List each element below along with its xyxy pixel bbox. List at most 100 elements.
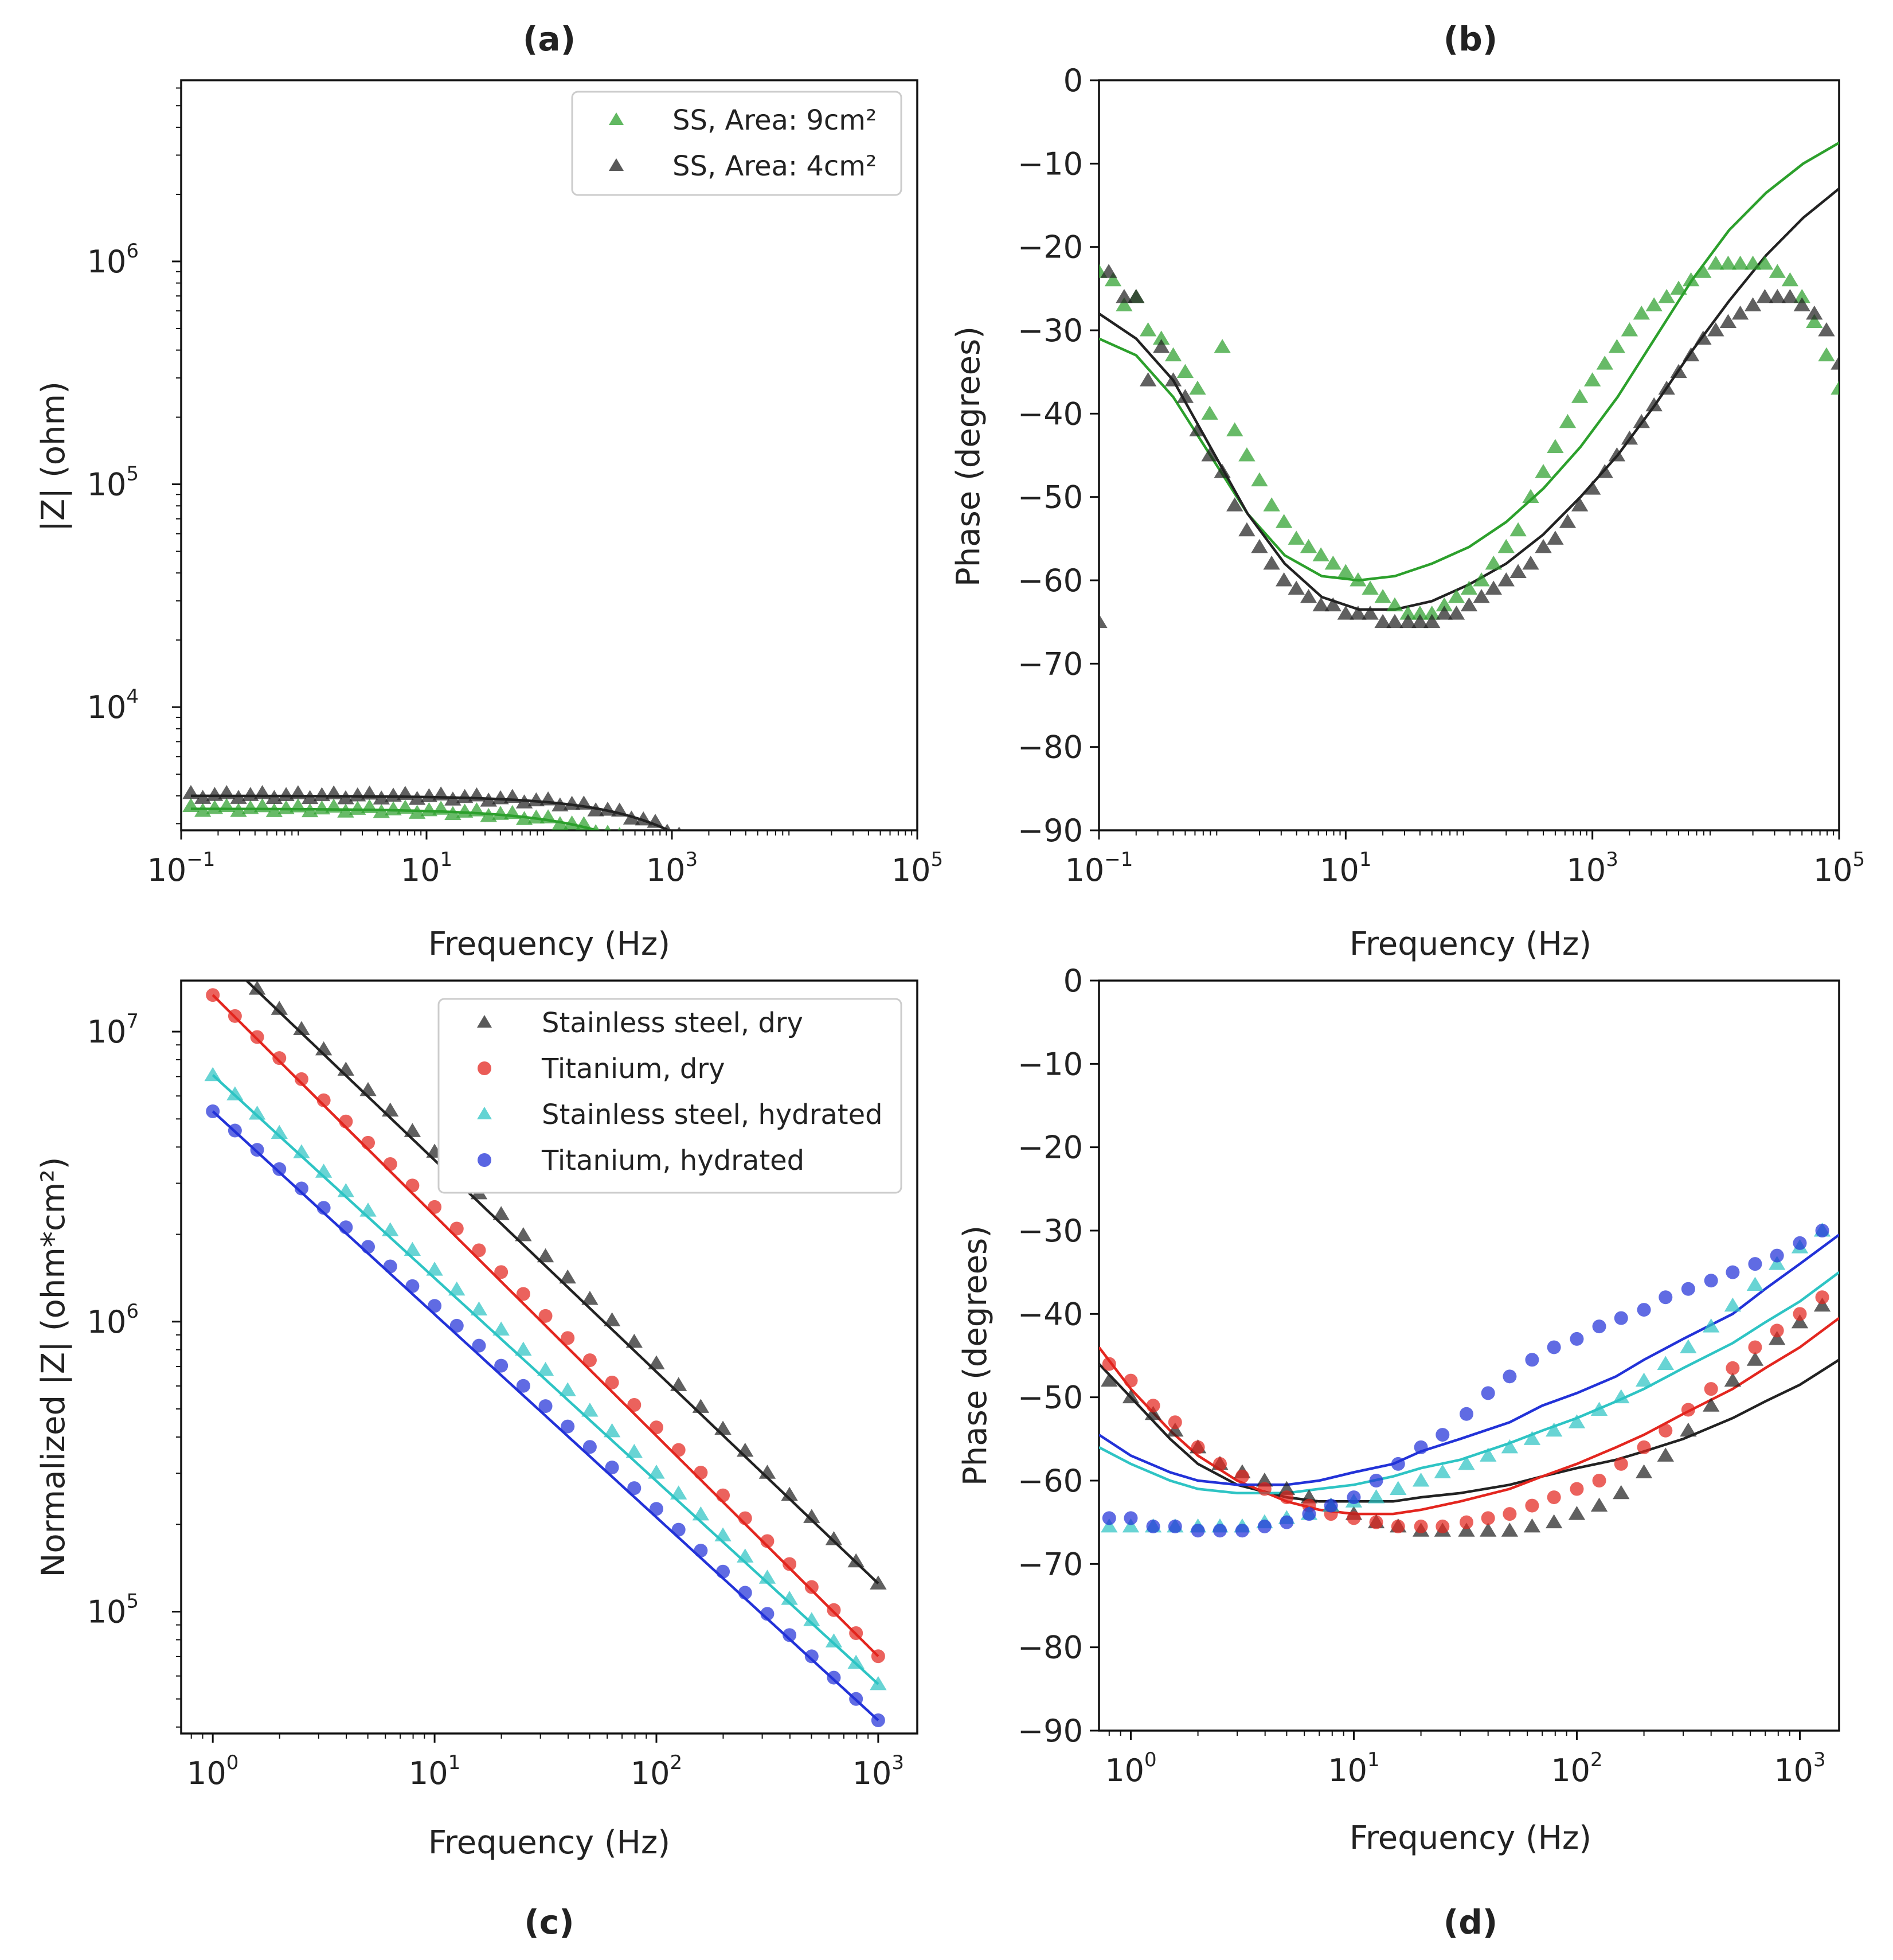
panel-c-cyan-triangle-point (737, 1548, 754, 1563)
panel-d-blue-circle-point (1659, 1290, 1673, 1305)
panel-c-cyan-triangle-point (226, 1086, 244, 1100)
panel-c-cyan-triangle-point (359, 1202, 377, 1217)
panel-d-cyan-triangle-point (1458, 1455, 1475, 1470)
panel-b-green-triangle-point (1226, 422, 1243, 436)
panel-c-red-circle-point (871, 1649, 885, 1664)
panel-c-x-tick-label: 102 (631, 1751, 682, 1791)
panel-b-green-triangle-point (1214, 339, 1231, 353)
panel-c-cyan-triangle-point (248, 1105, 266, 1120)
panel-d-black-triangle-point (1545, 1514, 1563, 1529)
panel-b-black-triangle-point (1214, 464, 1231, 478)
panel-b-green-triangle-point (1596, 356, 1613, 370)
panel-c-red-circle-point (449, 1221, 464, 1236)
panel-c-frame (180, 979, 918, 1735)
panel-c-red-circle-point (694, 1466, 708, 1480)
panel-c-red-circle-point (339, 1114, 353, 1129)
panel-d-red-circle-point (1347, 1511, 1361, 1525)
panel-b-y-axis-label: Phase (degrees) (950, 326, 987, 587)
panel-b-black-triangle-point (1176, 389, 1194, 403)
panel-c-x-axis-label: Frequency (Hz) (428, 1824, 670, 1861)
panel-a-plot-area (182, 784, 807, 980)
panel-a-magnitude-chart: (a) Frequency (Hz) |Z| (ohm) (35, 19, 670, 963)
panel-c-cyan-triangle-point (271, 1125, 288, 1139)
panel-b-green-triangle-point (1695, 264, 1712, 278)
panel-b-black-triangle-point (1658, 380, 1675, 395)
panel-a-green-triangle-point (730, 910, 747, 924)
panel-b-x-axis-label: Frequency (Hz) (1350, 926, 1591, 963)
panel-c-red-circle-point (206, 988, 220, 1002)
panel-d-red-circle-point (1280, 1490, 1294, 1505)
panel-a-green-triangle-point (313, 800, 331, 815)
panel-b-green-triangle-point (1238, 447, 1256, 462)
panel-d-x-tick-label: 102 (1551, 1748, 1602, 1789)
panel-a-black-fit-line (190, 794, 672, 830)
panel-c-blue-circle-point (716, 1564, 730, 1579)
panel-d-cyan-triangle-point (1768, 1256, 1786, 1270)
panel-b-black-triangle-point (1645, 397, 1663, 412)
panel-c-black-triangle-point (847, 1553, 865, 1568)
panel-c-blue-circle-point (294, 1181, 308, 1196)
panel-c-red-circle-point (428, 1200, 442, 1214)
panel-c-black-triangle-point (315, 1041, 333, 1056)
panel-a-y-tick-label: 106 (87, 240, 139, 280)
panel-d-red-circle-point (1681, 1403, 1695, 1417)
panel-d-red-fit-line (1099, 1317, 1839, 1516)
panel-b-black-triangle-point (1670, 364, 1687, 378)
panel-c-red-circle-point (472, 1243, 486, 1258)
panel-c-blue-circle-point (561, 1419, 575, 1434)
panel-d-y-tick-label: −40 (1018, 1296, 1083, 1332)
panel-b-black-triangle-point (1497, 572, 1515, 587)
panel-b-green-triangle-point (1104, 272, 1122, 287)
panel-d-cyan-triangle-point (1590, 1401, 1608, 1416)
panel-b-green-triangle-point (1288, 530, 1305, 545)
panel-a-x-axis-label: Frequency (Hz) (428, 926, 670, 963)
panel-c-cyan-triangle-point (337, 1183, 355, 1197)
panel-d-blue-circle-point (1302, 1507, 1316, 1521)
panel-d-red-circle-point (1525, 1498, 1539, 1513)
panel-b-green-triangle-point (1362, 580, 1379, 595)
panel-d-blue-circle-point (1324, 1498, 1338, 1513)
panel-d-cyan-triangle-point (1523, 1431, 1541, 1445)
panel-c-black-triangle-point (293, 1021, 310, 1036)
panel-b-black-triangle-point (1596, 464, 1613, 478)
panel-c-normalized-magnitude-chart: Frequency (Hz) Normalized |Z| (ohm*cm²) … (35, 1157, 670, 1942)
panel-b-green-triangle-point (1547, 439, 1564, 453)
legend-cyan-triangle-icon (477, 1107, 492, 1119)
panel-c-cyan-triangle-point (404, 1241, 421, 1256)
panel-d-black-triangle-point (1590, 1497, 1608, 1512)
panel-b-black-triangle-point (1100, 264, 1117, 278)
panel-c-black-triangle-point (271, 1001, 288, 1015)
panel-d-blue-circle-point (1213, 1524, 1227, 1538)
panel-b-black-triangle-point (1251, 538, 1268, 553)
panel-c-cyan-triangle-point (448, 1281, 466, 1296)
panel-b-y-tick-label: −10 (1018, 146, 1083, 182)
panel-a-green-triangle-point (456, 803, 474, 818)
panel-d-blue-circle-point (1525, 1353, 1539, 1367)
panel-b-green-triangle-point (1806, 314, 1823, 328)
panel-d-x-tick-label: 103 (1774, 1748, 1825, 1789)
panel-b-green-triangle-point (1535, 464, 1552, 478)
panel-b-green-triangle-point (1189, 380, 1206, 395)
panel-c-black-triangle-point (337, 1061, 355, 1076)
panel-c-cyan-triangle-point (670, 1485, 687, 1500)
panel-b-green-triangle-point (1793, 288, 1810, 303)
panel-b-black-triangle-point (1116, 288, 1133, 303)
panel-a-green-triangle-point (790, 966, 807, 980)
panel-b-x-tick-label: 10−1 (1065, 848, 1133, 888)
panel-d-black-fit-line (1099, 1358, 1839, 1503)
panel-b-black-triangle-point (1139, 372, 1157, 386)
panel-b-green-triangle-point (1152, 330, 1170, 345)
panel-d-blue-circle-point (1257, 1519, 1272, 1533)
panel-a-black-triangle-point (718, 856, 735, 870)
panel-b-y-tick-label: −30 (1018, 313, 1083, 349)
panel-b-black-triangle-point (1263, 555, 1280, 570)
panel-b-green-triangle-point (1411, 606, 1429, 620)
panel-c-black-triangle-point (603, 1312, 621, 1326)
panel-c-cyan-triangle-point (870, 1676, 887, 1690)
panel-d-black-triangle-point (1144, 1405, 1162, 1420)
panel-b-black-triangle-point (1744, 297, 1762, 311)
panel-c-plot-area (204, 981, 887, 1727)
panel-a-title: (a) (523, 19, 576, 58)
panel-a-black-triangle-point (206, 787, 224, 801)
panel-d-red-circle-point (1592, 1474, 1606, 1487)
